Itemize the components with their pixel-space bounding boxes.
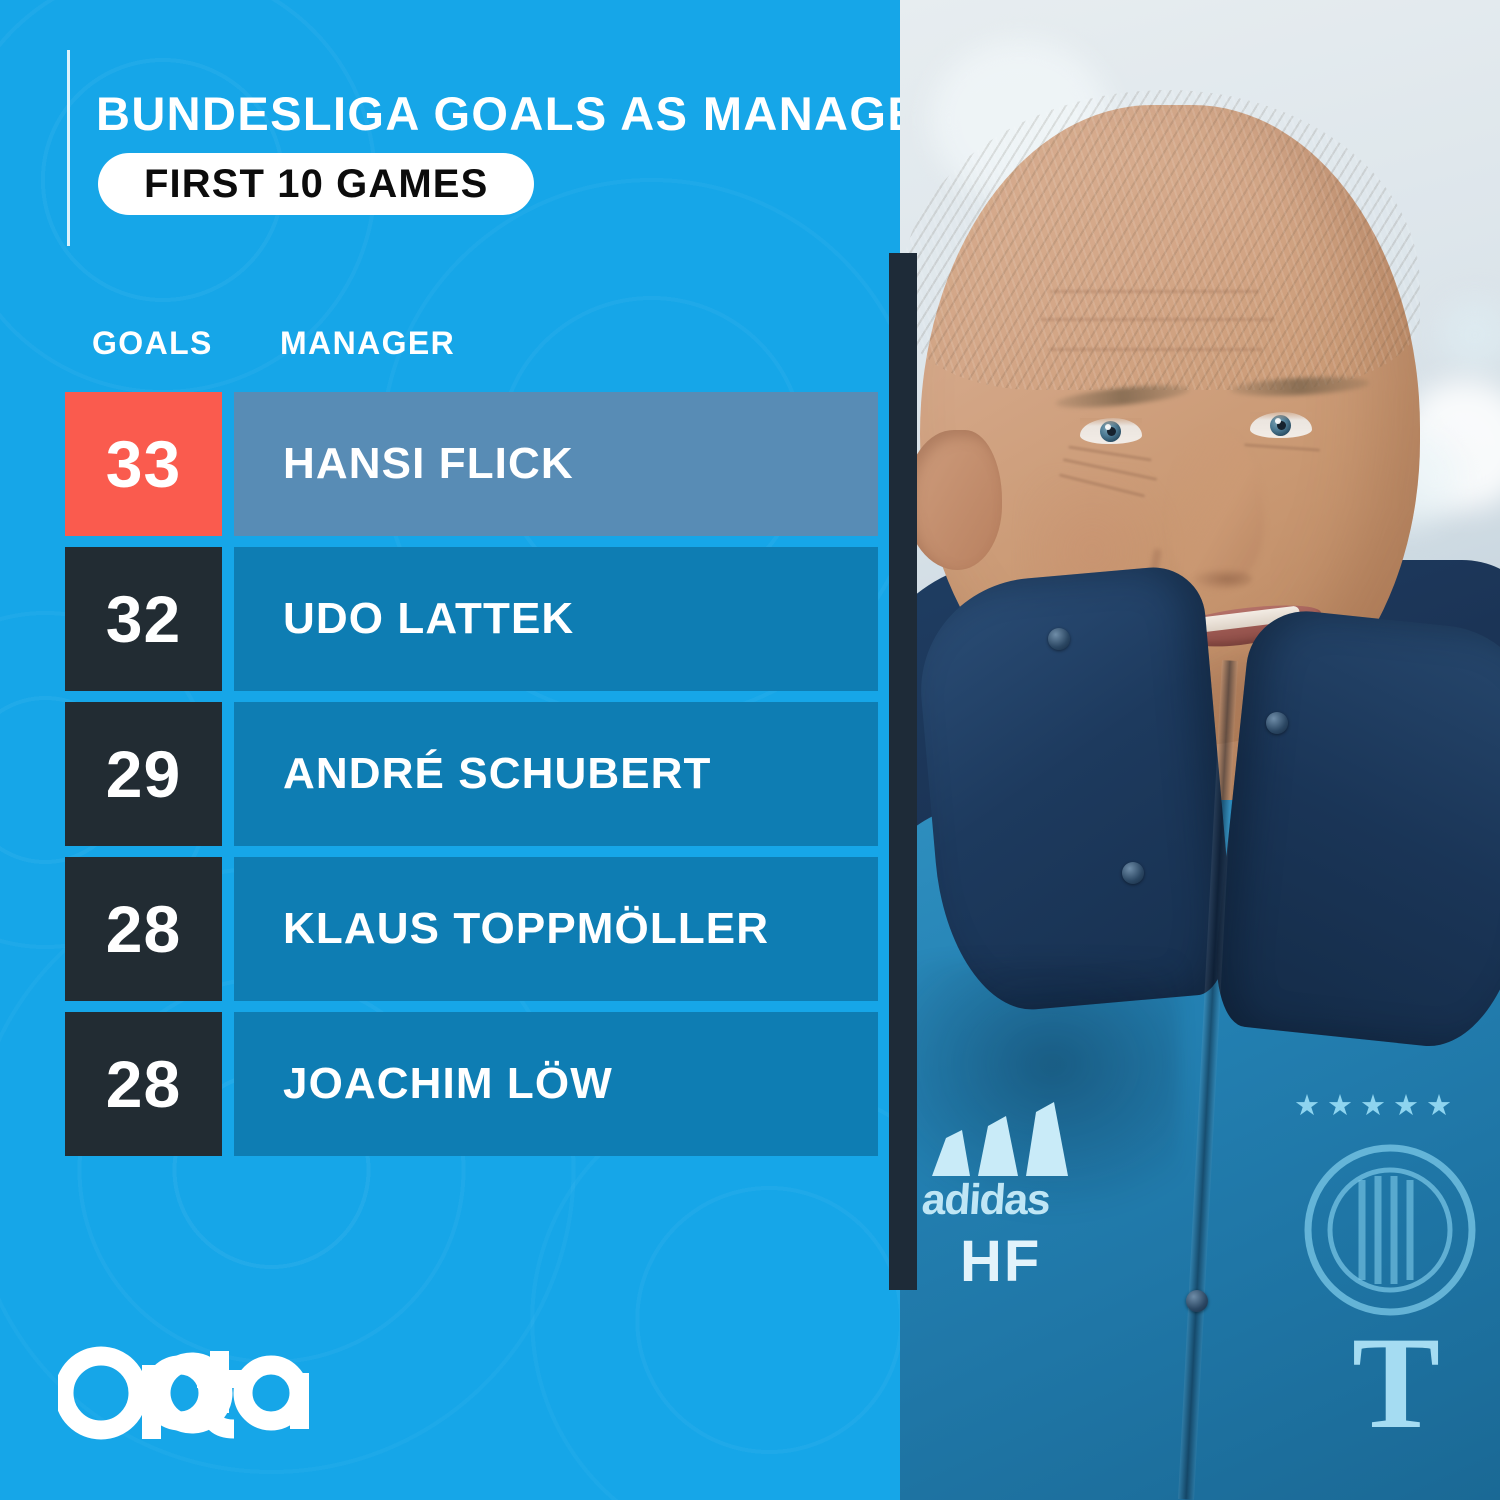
forehead-wrinkle bbox=[1050, 290, 1260, 293]
page-title: BUNDESLIGA GOALS AS MANAGER bbox=[96, 87, 905, 140]
goals-value-box: 29 bbox=[65, 702, 222, 846]
manager-name: UDO LATTEK bbox=[283, 594, 575, 643]
goals-value: 33 bbox=[105, 427, 182, 501]
table-column-headers: GOALS MANAGER bbox=[0, 325, 905, 373]
crest-stars: ★ ★ ★ ★ ★ bbox=[1294, 1092, 1452, 1121]
goals-value: 28 bbox=[105, 1047, 182, 1121]
forehead-wrinkle bbox=[1040, 318, 1275, 321]
header-accent-rule bbox=[67, 50, 70, 246]
jacket-collar-right bbox=[1208, 605, 1500, 1055]
manager-name: KLAUS TOPPMÖLLER bbox=[283, 904, 770, 953]
eye-glint bbox=[1105, 424, 1111, 430]
star-icon: ★ bbox=[1327, 1090, 1353, 1122]
bokeh-light bbox=[1440, 300, 1500, 370]
goals-value-box: 32 bbox=[65, 547, 222, 691]
goals-value: 32 bbox=[105, 582, 182, 656]
goals-value: 29 bbox=[105, 737, 182, 811]
column-header-manager: MANAGER bbox=[280, 325, 456, 361]
eye-right bbox=[1250, 412, 1312, 438]
manager-name-bar: JOACHIM LÖW bbox=[234, 1012, 878, 1156]
jacket-snap-button bbox=[1048, 628, 1070, 650]
manager-portrait-photo: adidas HF ★ ★ ★ ★ ★ T bbox=[900, 0, 1500, 1500]
table-row: 32 UDO LATTEK bbox=[0, 547, 905, 691]
manager-name-bar: UDO LATTEK bbox=[234, 547, 878, 691]
adidas-wordmark: adidas bbox=[920, 1176, 1051, 1224]
ear bbox=[906, 430, 1002, 570]
forehead-wrinkle bbox=[1048, 348, 1263, 351]
manager-name: ANDRÉ SCHUBERT bbox=[283, 749, 712, 798]
adidas-logo-icon bbox=[926, 1100, 1086, 1183]
nostril bbox=[1190, 568, 1252, 590]
jacket-initials: HF bbox=[960, 1229, 1042, 1294]
opta-logo bbox=[58, 1345, 310, 1441]
jacket-snap-button bbox=[1266, 712, 1288, 734]
pupil bbox=[1277, 421, 1286, 430]
eye-left bbox=[1080, 418, 1142, 444]
goals-value-box: 28 bbox=[65, 857, 222, 1001]
rankings-table: 33 HANSI FLICK 32 UDO LATTEK 29 ANDRÉ SCHUBER… bbox=[0, 392, 905, 1167]
manager-name: HANSI FLICK bbox=[283, 439, 574, 488]
table-row: 28 JOACHIM LÖW bbox=[0, 1012, 905, 1156]
stats-panel: BUNDESLIGA GOALS AS MANAGER FIRST 10 GAM… bbox=[0, 0, 905, 1500]
eyelid bbox=[1080, 418, 1142, 426]
jacket-collar-left bbox=[911, 563, 1239, 1017]
subtitle-badge-label: FIRST 10 GAMES bbox=[144, 161, 489, 206]
manager-name-bar: HANSI FLICK bbox=[234, 392, 878, 536]
shoulder-shadow bbox=[900, 960, 1180, 1220]
column-header-goals: GOALS bbox=[92, 325, 213, 361]
jacket-snap-button bbox=[1186, 1290, 1208, 1312]
star-icon: ★ bbox=[1294, 1090, 1320, 1122]
star-icon: ★ bbox=[1393, 1090, 1419, 1122]
panel-photo-divider bbox=[889, 253, 917, 1290]
manager-name: JOACHIM LÖW bbox=[283, 1059, 613, 1108]
eye-glint bbox=[1275, 418, 1281, 424]
table-row: 33 HANSI FLICK bbox=[0, 392, 905, 536]
nose bbox=[1168, 430, 1264, 590]
manager-name-bar: ANDRÉ SCHUBERT bbox=[234, 702, 878, 846]
goals-value: 28 bbox=[105, 892, 182, 966]
table-row: 29 ANDRÉ SCHUBERT bbox=[0, 702, 905, 846]
goals-value-box: 28 bbox=[65, 1012, 222, 1156]
jacket-snap-button bbox=[1122, 862, 1144, 884]
eyelid bbox=[1250, 412, 1312, 420]
goals-value-box: 33 bbox=[65, 392, 222, 536]
manager-name-bar: KLAUS TOPPMÖLLER bbox=[234, 857, 878, 1001]
telekom-sponsor-logo: T bbox=[1352, 1309, 1441, 1456]
pupil bbox=[1107, 427, 1116, 436]
fc-bayern-crest-icon bbox=[1300, 1140, 1480, 1325]
star-icon: ★ bbox=[1360, 1090, 1386, 1122]
table-row: 28 KLAUS TOPPMÖLLER bbox=[0, 857, 905, 1001]
subtitle-badge: FIRST 10 GAMES bbox=[98, 153, 535, 215]
star-icon: ★ bbox=[1426, 1090, 1452, 1122]
